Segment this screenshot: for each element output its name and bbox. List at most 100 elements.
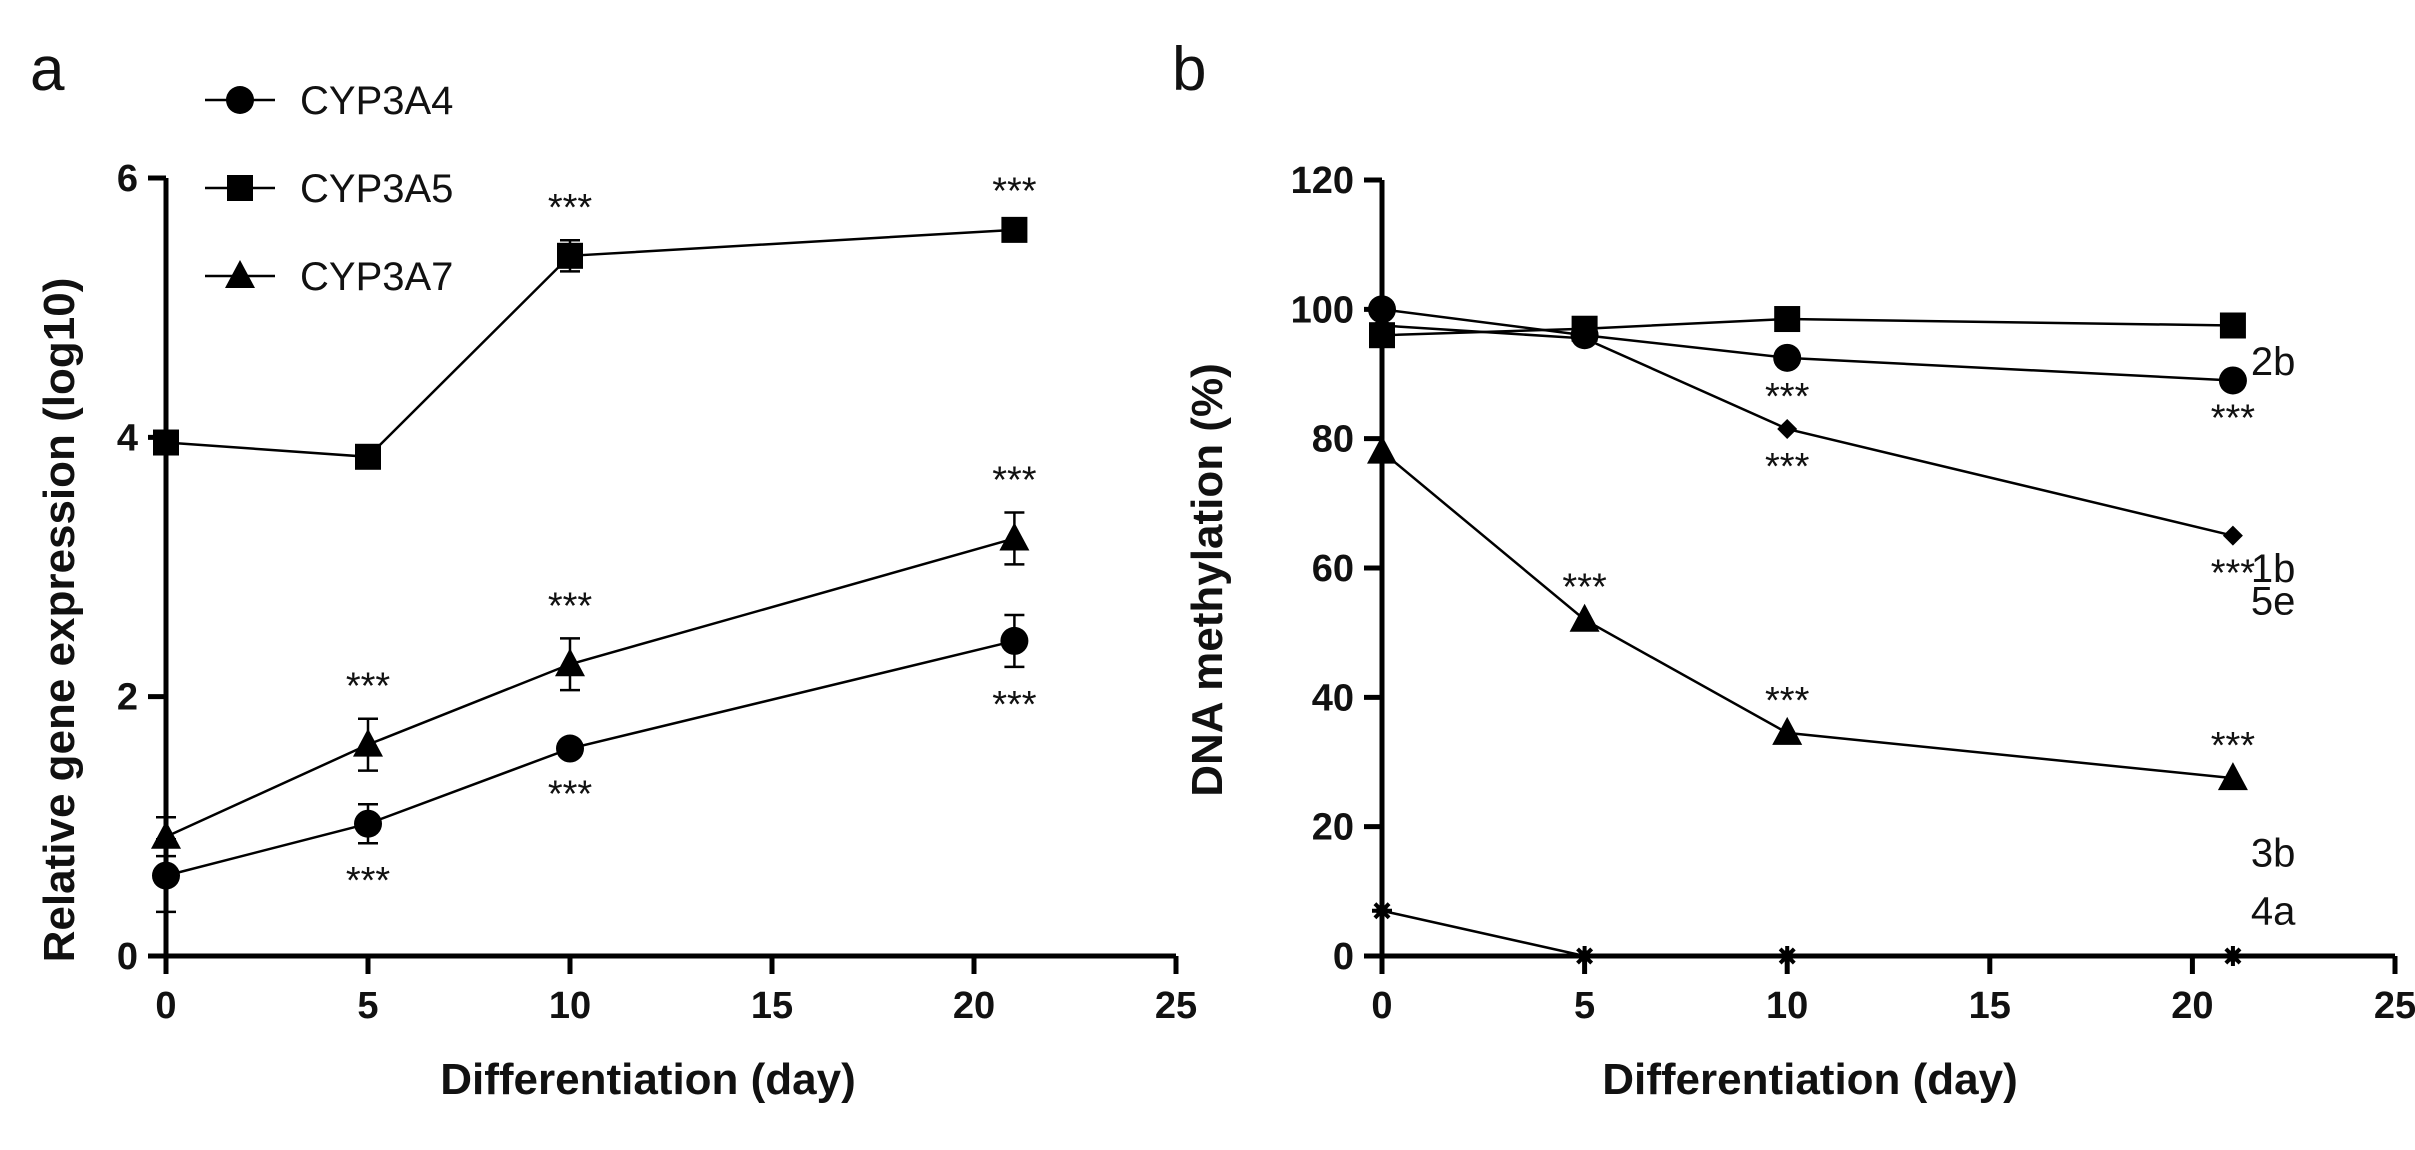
significance-label: *** [1765, 680, 1810, 722]
data-point [1367, 435, 1397, 464]
y-tick-label: 120 [1291, 160, 1354, 202]
x-tick-label: 15 [1969, 985, 2011, 1027]
significance-label: *** [346, 860, 391, 902]
x-tick-label: 5 [1574, 985, 1595, 1027]
panel-a-axes: 0 2 4 6 0 5 10 15 20 25 [117, 158, 1197, 1027]
legend-item-cyp3a4: CYP3A4 [205, 79, 453, 123]
y-tick-label: 20 [1312, 807, 1354, 849]
data-point [2218, 366, 2247, 395]
y-tick-label: 4 [117, 417, 138, 459]
significance-label: *** [992, 170, 1037, 212]
significance-label: *** [2211, 553, 2256, 595]
data-point [557, 242, 583, 269]
panel-b-x-axis-title: Differentiation (day) [1602, 1055, 2018, 1104]
x-tick-label: 20 [953, 985, 995, 1027]
data-point [1777, 946, 1798, 966]
data-point [355, 443, 381, 470]
data-point [1772, 716, 1803, 745]
data-point [1372, 900, 1392, 921]
data-point [999, 522, 1030, 551]
y-tick-label: 40 [1312, 677, 1354, 719]
data-point [1574, 946, 1595, 966]
data-point [555, 648, 585, 677]
significance-label: *** [992, 460, 1037, 502]
panel-a-x-axis-title: Differentiation (day) [440, 1055, 856, 1104]
data-point [151, 820, 181, 849]
data-point [1569, 603, 1600, 632]
panel-a-y-axis-title: Relative gene expression (log10) [35, 278, 84, 963]
data-point [1000, 626, 1029, 655]
legend-marker [225, 260, 255, 288]
data-point [1368, 295, 1396, 324]
x-tick-label: 25 [2374, 985, 2415, 1027]
significance-label: *** [548, 187, 593, 229]
x-tick-label: 0 [155, 985, 176, 1027]
series-line [165, 639, 1015, 877]
data-point [1574, 328, 1595, 349]
legend: CYP3A4 CYP3A5 CYP3A7 [205, 79, 453, 299]
data-point [1773, 343, 1802, 372]
data-point [153, 429, 179, 456]
y-tick-label: 100 [1291, 289, 1354, 331]
significance-label: *** [2211, 725, 2256, 767]
legend-marker [227, 175, 253, 201]
series-line [1381, 324, 2234, 537]
data-point [2217, 762, 2248, 791]
x-tick-label: 15 [751, 985, 793, 1027]
panel-b-y-axis-title: DNA methylation (%) [1183, 363, 1232, 797]
series-line [1381, 450, 2234, 780]
panel-a-letter: a [30, 35, 65, 104]
x-tick-label: 0 [1371, 985, 1392, 1027]
data-point [1777, 418, 1798, 439]
series-line [165, 537, 1015, 838]
series-line [1381, 308, 2233, 382]
x-tick-label: 10 [1766, 985, 1808, 1027]
legend-label: CYP3A5 [300, 167, 453, 211]
y-tick-label: 0 [117, 936, 138, 978]
significance-label: *** [1765, 446, 1810, 488]
significance-label: *** [2211, 397, 2256, 439]
significance-label: *** [548, 585, 593, 627]
panel-b: b Differentiation (day) DNA methylation … [1172, 35, 2415, 1104]
data-point [152, 861, 180, 890]
series-cyp3a7: *** *** *** [151, 460, 1037, 858]
data-point [2219, 312, 2246, 339]
legend-label: CYP3A4 [300, 79, 453, 123]
panel-a: a CYP3A4 CYP3A5 CYP3A7 Differentiation (da… [30, 35, 1197, 1104]
y-tick-label: 60 [1312, 548, 1354, 590]
y-tick-label: 80 [1312, 419, 1354, 461]
x-tick-label: 10 [549, 985, 591, 1027]
series-line [165, 228, 1015, 459]
data-point [1372, 315, 1392, 336]
y-tick-label: 0 [1333, 936, 1354, 978]
x-tick-label: 20 [2171, 985, 2213, 1027]
significance-label: *** [346, 666, 391, 708]
series-4a: 4a [1372, 890, 2296, 966]
legend-marker [226, 86, 254, 114]
data-point [556, 734, 584, 763]
series-2b: 2b [1369, 306, 2295, 384]
data-point [353, 728, 383, 757]
y-tick-label: 6 [117, 158, 138, 200]
legend-item-cyp3a5: CYP3A5 [205, 167, 453, 211]
series-end-label: 5e [2251, 579, 2296, 623]
legend-item-cyp3a7: CYP3A7 [205, 255, 453, 299]
significance-label: *** [1562, 567, 1607, 609]
series-end-label: 1b [2251, 547, 2296, 591]
x-tick-label: 25 [1155, 985, 1197, 1027]
legend-label: CYP3A7 [300, 255, 453, 299]
significance-label: *** [992, 684, 1037, 726]
series-end-label: 3b [2251, 832, 2296, 876]
data-point [1001, 216, 1028, 243]
significance-label: *** [1765, 376, 1810, 418]
panel-a-marks: *** *** *** *** *** *** *** *** [151, 170, 1037, 914]
significance-label: *** [548, 773, 593, 815]
data-point [2222, 946, 2243, 966]
series-cyp3a5: *** *** [153, 170, 1037, 470]
series-5e: *********5e [1372, 315, 2296, 623]
series-cyp3a4: *** *** *** [152, 613, 1037, 914]
series-line [1381, 909, 2233, 958]
series-1b: *** 1b [1368, 295, 2295, 591]
